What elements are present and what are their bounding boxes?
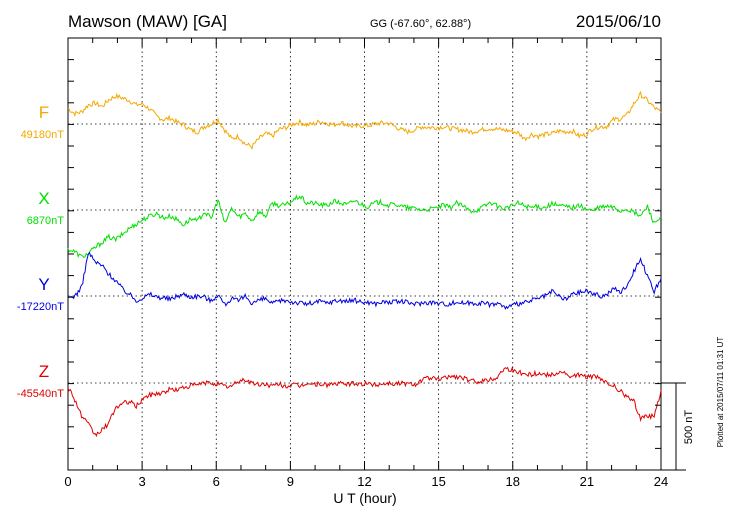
series-name-x: X	[38, 189, 49, 208]
x-axis-label: U T (hour)	[333, 490, 396, 506]
series-name-y: Y	[38, 275, 49, 294]
x-tick-label: 18	[506, 474, 520, 489]
series-line-y	[67, 251, 662, 310]
series-baseline-f: 49180nT	[21, 129, 65, 141]
x-tick-label: 21	[580, 474, 594, 489]
frame-ticks	[67, 38, 662, 470]
x-tick-label: 6	[213, 474, 220, 489]
x-tick-label: 12	[357, 474, 371, 489]
x-axis-ticks: 0 3 6 9 12 15 18 21 24	[64, 474, 668, 489]
series-baseline-y: -17220nT	[17, 301, 64, 313]
x-tick-label: 9	[287, 474, 294, 489]
series-labels: F 49180nT X 6870nT Y -17220nT Z -45540nT	[17, 103, 64, 400]
station-coordinates: GG (-67.60°, 62.88°)	[370, 18, 471, 30]
series-baseline-x: 6870nT	[27, 215, 65, 227]
scale-bar: 500 nT	[661, 382, 695, 471]
series-layer	[67, 90, 662, 438]
station-title: Mawson (MAW) [GA]	[68, 12, 227, 31]
plot-date: 2015/06/10	[576, 12, 661, 31]
series-name-f: F	[39, 103, 49, 122]
series-line-z	[67, 366, 662, 438]
series-baseline-z: -45540nT	[17, 388, 64, 400]
series-line-f	[67, 90, 662, 150]
x-tick-label: 3	[139, 474, 146, 489]
series-name-z: Z	[39, 362, 49, 381]
x-tick-label: 0	[64, 474, 71, 489]
scale-bar-label: 500 nT	[683, 410, 695, 445]
x-tick-label: 15	[431, 474, 445, 489]
x-tick-label: 24	[654, 474, 668, 489]
plot-area	[67, 37, 662, 471]
series-line-x	[67, 194, 662, 258]
plotted-timestamp: Plotted at 2015/07/11 01:31 UT	[716, 337, 725, 448]
grid-layer	[141, 38, 588, 470]
